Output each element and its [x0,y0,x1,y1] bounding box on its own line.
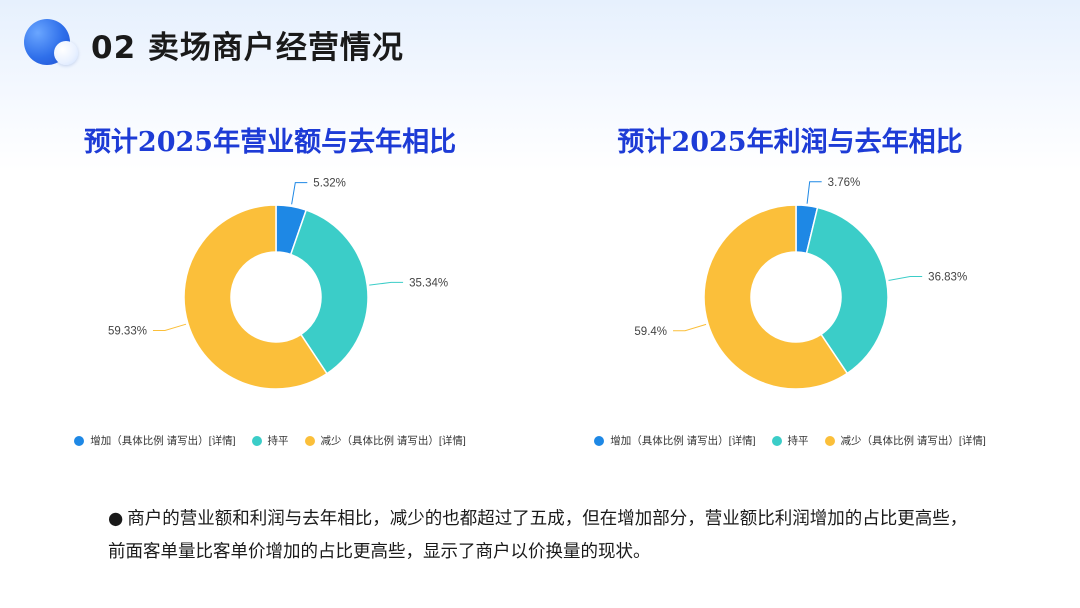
logo-circles-icon [24,19,80,69]
leader-line-decrease [673,323,707,332]
leader-line-flat [888,276,923,281]
revenue-chart-legend: 增加（具体比例 请写出）[详情] 持平 减少（具体比例 请写出）[详情] [10,433,530,448]
bullet-icon: ● [108,509,124,529]
legend-item-flat[interactable]: 持平 [251,433,289,448]
legend-dot-decrease [304,435,315,446]
legend-label-flat: 持平 [267,435,289,447]
legend-dot-flat [771,435,782,446]
data-label-flat: 35.34% [409,277,448,289]
legend-label-increase: 增加（具体比例 请写出）[详情] [610,435,756,447]
profit-chart-legend: 增加（具体比例 请写出）[详情] 持平 减少（具体比例 请写出）[详情] [530,433,1050,448]
revenue-chart-title: 预计2025年营业额与去年相比 [83,127,457,158]
donut-slice-flat[interactable] [805,206,889,375]
leader-line-decrease [152,323,187,332]
slide-header: 02 卖场商户经营情况 [0,0,1080,95]
legend-label-decrease: 减少（具体比例 请写出）[详情] [840,435,986,447]
legend-item-decrease[interactable]: 减少（具体比例 请写出）[详情] [824,433,986,448]
profit-chart-title: 预计2025年利润与去年相比 [617,127,963,158]
summary-paragraph: ● 商户的营业额和利润与去年相比，减少的也都超过了五成，但在增加部分，营业额比利润… [108,503,978,569]
donut-slice-decrease[interactable] [703,204,849,390]
legend-label-increase: 增加（具体比例 请写出）[详情] [90,435,236,447]
legend-dot-increase [74,435,85,446]
page-title: 02 卖场商户经营情况 [91,30,404,66]
data-label-flat: 36.83% [928,272,967,284]
profit-donut-chart: 3.76% 36.83% 59.4% [634,177,967,390]
data-label-decrease: 59.4% [634,326,667,338]
leader-line-increase [291,182,308,205]
summary-text: 商户的营业额和利润与去年相比，减少的也都超过了五成，但在增加部分，营业额比利润增… [108,509,968,562]
legend-dot-decrease [824,435,835,446]
data-label-increase: 3.76% [828,177,861,189]
legend-dot-increase [594,435,605,446]
revenue-donut-chart: 5.32% 35.34% 59.33% [108,178,448,390]
legend-dot-flat [251,435,262,446]
legend-label-flat: 持平 [787,435,809,447]
data-label-decrease: 59.33% [108,326,147,338]
legend-item-increase[interactable]: 增加（具体比例 请写出）[详情] [74,433,236,448]
donut-slice-decrease[interactable] [183,204,328,390]
leader-line-increase [806,181,822,204]
legend-item-increase[interactable]: 增加（具体比例 请写出）[详情] [594,433,756,448]
data-label-increase: 5.32% [313,178,346,190]
legend-item-decrease[interactable]: 减少（具体比例 请写出）[详情] [304,433,466,448]
legend-label-decrease: 减少（具体比例 请写出）[详情] [320,435,466,447]
profit-chart-panel: 3.76% 36.83% 59.4% 预计2025年利润与去年相比 增加（具体比例 … [530,115,1050,460]
leader-line-flat [369,281,404,286]
donut-slice-flat[interactable] [289,209,369,375]
legend-item-flat[interactable]: 持平 [771,433,809,448]
logo-small-circle [54,41,78,65]
revenue-chart-panel: 5.32% 35.34% 59.33% 预计2025年营业额与去年相比 增加（具体比… [10,115,530,460]
